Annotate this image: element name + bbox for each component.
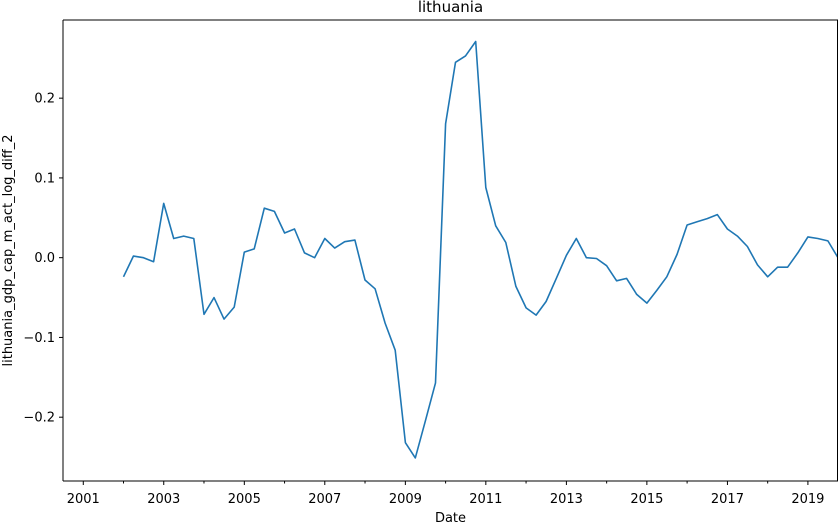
- plot-area: [122, 40, 838, 459]
- y-axis-title: lithuania_gdp_cap_m_act_log_diff_2: [1, 135, 16, 367]
- y-axis-ticks: −0.2 −0.1 0.0 0.1 0.2: [23, 92, 63, 426]
- y-tick-label: 0.0: [34, 251, 55, 266]
- x-axis-ticks: 2001 2003 2005 2007 2009 2011 2013 2015 2017 2019: [67, 481, 824, 507]
- y-tick-label: 0.1: [34, 171, 55, 186]
- x-tick-label: 2003: [147, 492, 180, 507]
- y-tick-label: −0.1: [23, 331, 55, 346]
- x-tick-label: 2013: [550, 492, 583, 507]
- x-axis-title: Date: [435, 511, 466, 525]
- x-tick-label: 2001: [67, 492, 100, 507]
- x-tick-label: 2011: [469, 492, 502, 507]
- series-line: [122, 40, 838, 459]
- x-tick-label: 2009: [389, 492, 422, 507]
- y-tick-label: 0.2: [34, 92, 55, 107]
- y-tick-label: −0.2: [23, 411, 55, 426]
- x-tick-label: 2017: [711, 492, 744, 507]
- x-tick-label: 2019: [791, 492, 824, 507]
- x-tick-label: 2015: [630, 492, 663, 507]
- x-tick-label: 2007: [308, 492, 341, 507]
- chart-title: lithuania: [418, 0, 483, 16]
- x-tick-label: 2005: [228, 492, 261, 507]
